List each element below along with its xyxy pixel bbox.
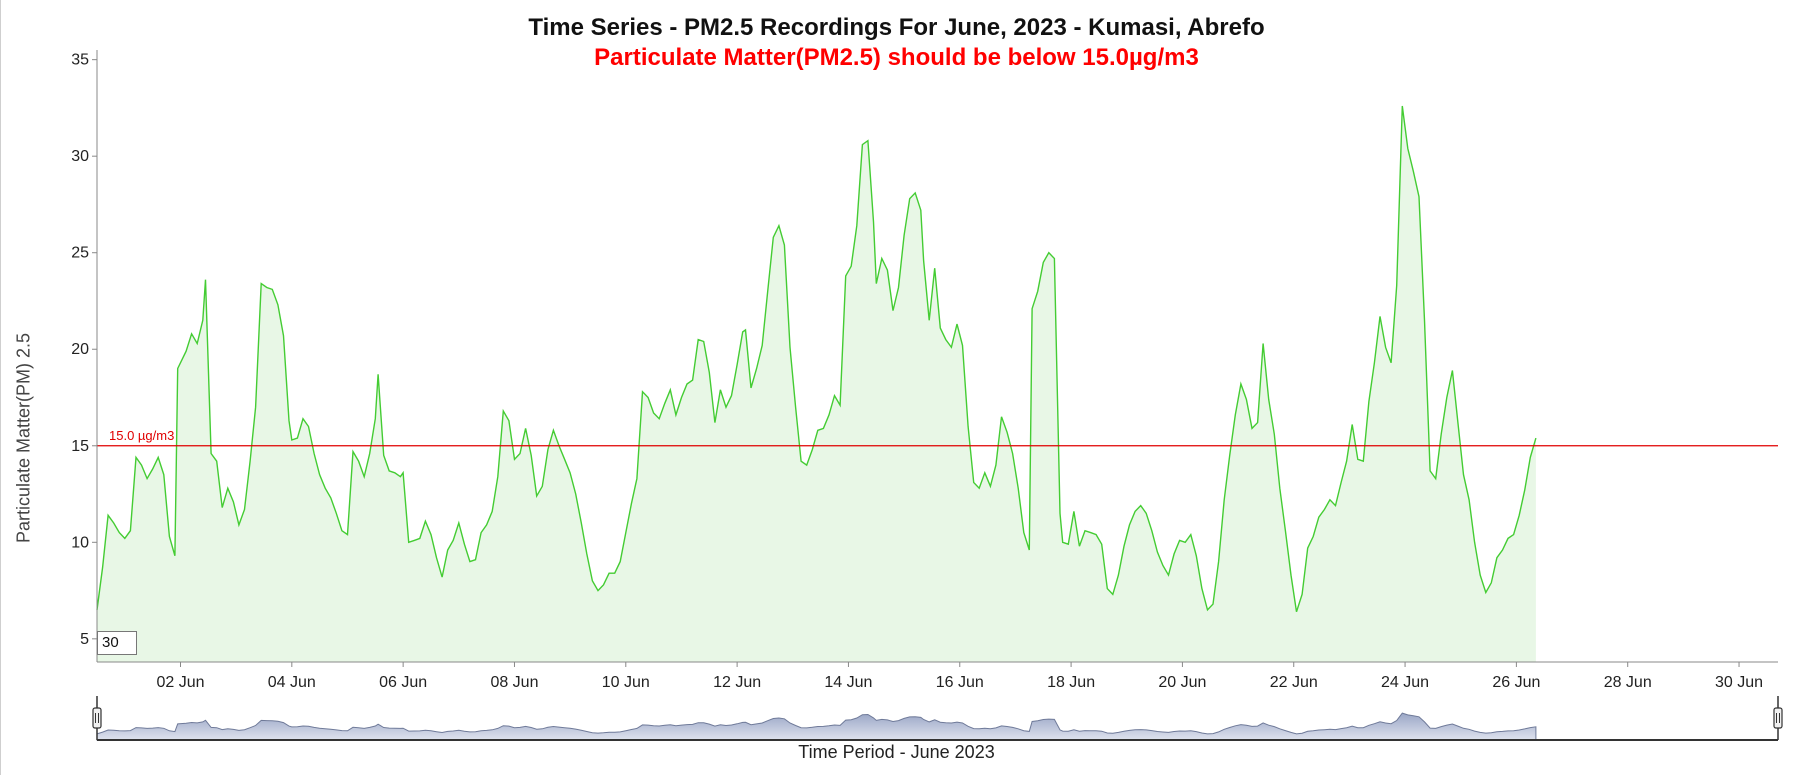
y-tick-label: 5 — [80, 631, 89, 648]
x-tick-label: 18 Jun — [1047, 674, 1095, 691]
y-tick-label: 10 — [71, 534, 89, 551]
x-tick-label: 22 Jun — [1270, 674, 1318, 691]
x-tick-label: 12 Jun — [713, 674, 761, 691]
chart-subtitle: Particulate Matter(PM2.5) should be belo… — [594, 44, 1199, 71]
y-tick-label: 15 — [71, 438, 89, 455]
plot-area[interactable]: 15.0 µg/m3 — [96, 105, 1778, 662]
x-tick-label: 14 Jun — [824, 674, 872, 691]
y-tick-label: 20 — [71, 341, 89, 358]
range-navigator[interactable] — [92, 696, 1783, 741]
axes: 5 10 15 20 25 30 35 02 Jun 04 Jun 06 Jun 08 Jun 10 … — [71, 50, 1778, 691]
y-tick-label: 30 — [71, 148, 89, 165]
navigator-series-area — [96, 712, 1537, 741]
y-tick-label: 25 — [71, 245, 89, 262]
zoom-level-input[interactable]: 30 — [97, 631, 137, 655]
x-tick-label: 02 Jun — [156, 674, 204, 691]
x-axis-label: Time Period - June 2023 — [798, 742, 995, 762]
navigator-handle-right[interactable] — [1773, 707, 1783, 729]
x-tick-label: 04 Jun — [268, 674, 316, 691]
x-tick-label: 30 Jun — [1715, 674, 1763, 691]
series-area-fill — [97, 106, 1536, 662]
x-tick-label: 10 Jun — [602, 674, 650, 691]
navigator-handle-left[interactable] — [92, 707, 102, 729]
chart-title: Time Series - PM2.5 Recordings For June,… — [528, 14, 1265, 41]
x-tick-label: 26 Jun — [1492, 674, 1540, 691]
page-left-border — [0, 0, 1, 775]
y-tick-label: 35 — [71, 52, 89, 69]
x-tick-label: 16 Jun — [936, 674, 984, 691]
series-line[interactable] — [96, 105, 1537, 613]
threshold-label: 15.0 µg/m3 — [109, 428, 174, 443]
x-tick-label: 08 Jun — [490, 674, 538, 691]
x-tick-label: 28 Jun — [1604, 674, 1652, 691]
x-tick-label: 06 Jun — [379, 674, 427, 691]
x-tick-label: 24 Jun — [1381, 674, 1429, 691]
x-tick-label: 20 Jun — [1158, 674, 1206, 691]
